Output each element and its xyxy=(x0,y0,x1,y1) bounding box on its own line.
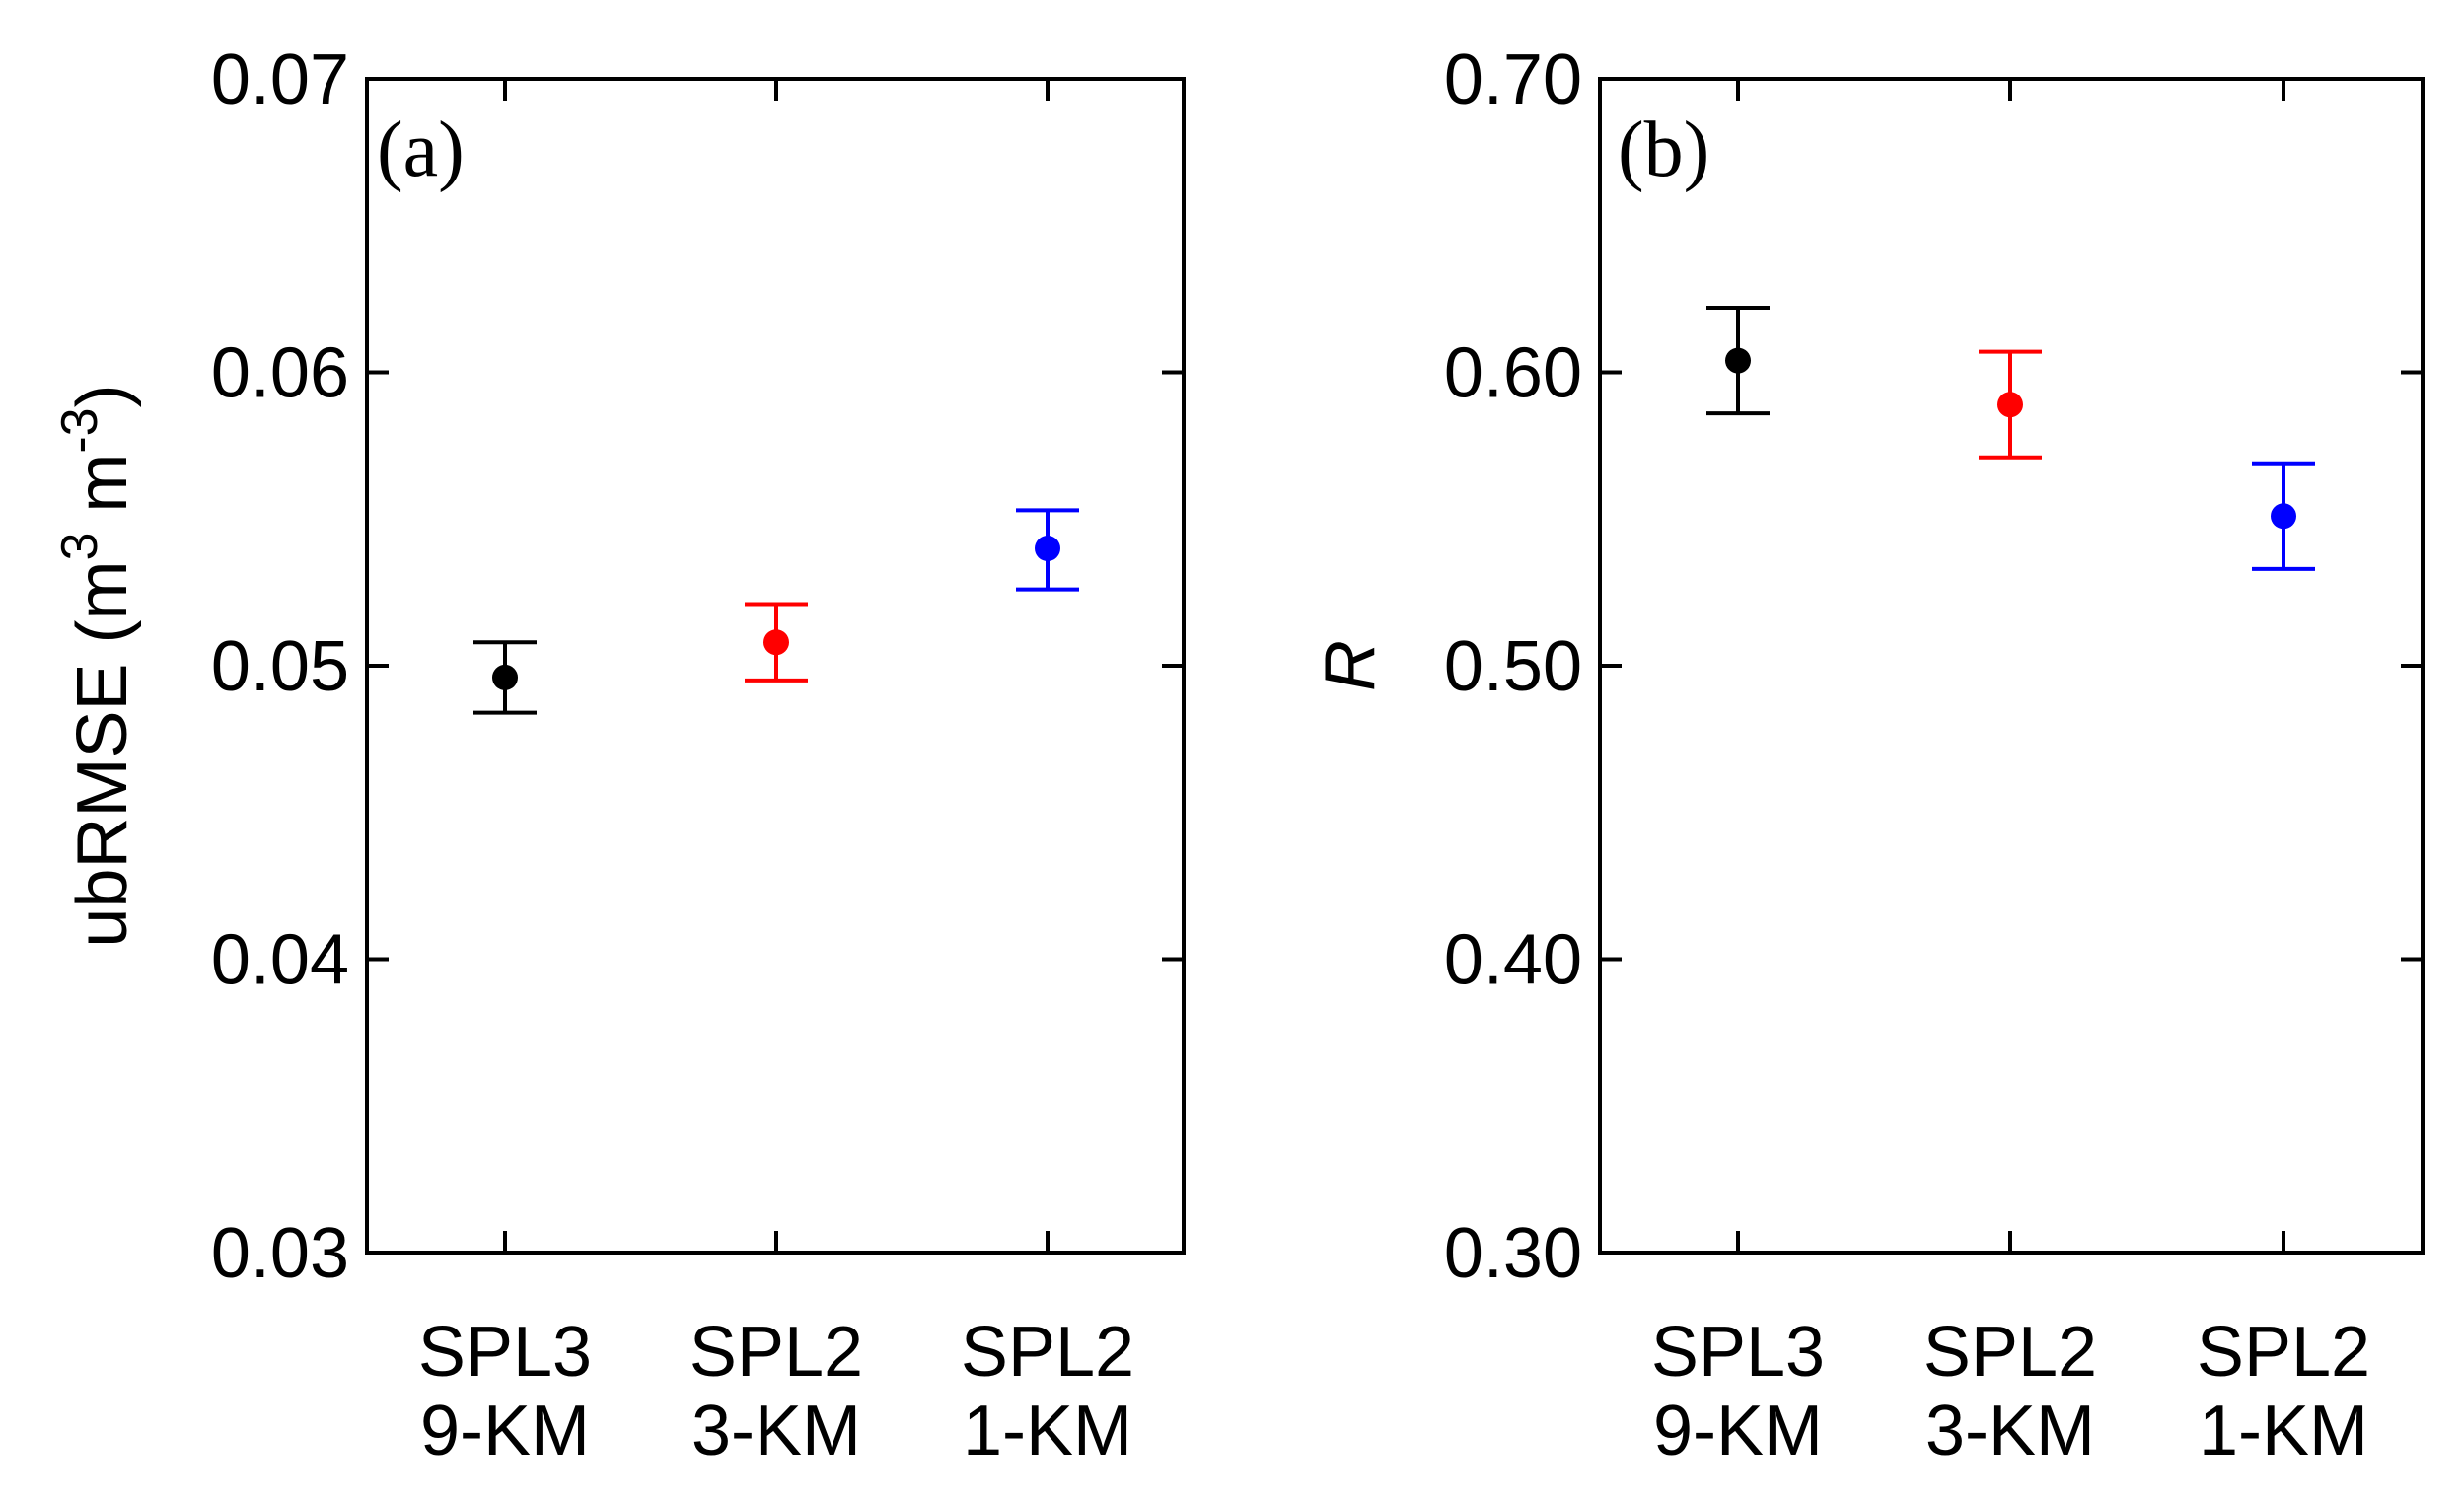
panel-b-ytick-label: 0.30 xyxy=(1444,1214,1582,1293)
panel-a-category-label-line1: SPL3 xyxy=(418,1313,592,1392)
panel-a-point-group xyxy=(473,640,537,715)
panel-b-category-label-line2: 1-KM xyxy=(2199,1392,2368,1471)
panel-b-data-point xyxy=(2271,503,2296,530)
panel-b-data-point xyxy=(1725,347,1751,374)
panel-b-data-point xyxy=(1997,392,2023,418)
panel-b-frame xyxy=(1598,77,2425,1255)
panel-b-point-group xyxy=(2252,461,2315,571)
panel-b-ytick-label: 0.60 xyxy=(1444,334,1582,413)
panel-a-ytick-label: 0.04 xyxy=(211,921,349,1000)
panel-a-points xyxy=(473,508,1079,715)
panel-a-y-axis-label: ubRMSE (m3 m-3) xyxy=(51,384,142,947)
panel-b-point-group xyxy=(1706,306,1770,416)
panel-a-tag: (a) xyxy=(377,107,465,193)
panel-a-point-group xyxy=(1016,508,1079,592)
panel-a-category-label-line2: 1-KM xyxy=(963,1392,1132,1471)
panel-b-ytick-label: 0.40 xyxy=(1444,921,1582,1000)
panel-a-data-point xyxy=(763,629,789,656)
panel-b-ytick-label: 0.70 xyxy=(1444,40,1582,119)
panel-a-chart: (a) ubRMSE (m3 m-3) 0.03 0.04 0.05 0.06 0.07… xyxy=(51,40,1186,1471)
panel-a-category-label-line2: 9-KM xyxy=(420,1392,590,1471)
panel-b-point-group xyxy=(1979,349,2042,460)
panel-b-chart: (b) R 0.300.400.500.600.70 SPL39-KMSPL23… xyxy=(1311,40,2425,1471)
panel-a-category-label-line1: SPL2 xyxy=(961,1313,1134,1392)
panel-b-category-label-line2: 3-KM xyxy=(1925,1392,2095,1471)
panel-a-category-label-line2: 3-KM xyxy=(691,1392,861,1471)
panel-b-category-label-line1: SPL2 xyxy=(2197,1313,2370,1392)
panel-b-y-ticks: 0.30 0.40 0.50 0.60 0.70 xyxy=(1444,40,2423,1293)
panel-a-data-point xyxy=(492,664,518,690)
panel-b-category-label-line1: SPL2 xyxy=(1923,1313,2097,1392)
panel-a-category-label-line1: SPL2 xyxy=(689,1313,863,1392)
panel-b-category-label-line2: 9-KM xyxy=(1653,1392,1823,1471)
panel-a-data-point xyxy=(1035,536,1060,561)
panel-a-y-ticks: 0.03 0.04 0.05 0.06 0.07 xyxy=(211,40,1184,1293)
panel-b-points xyxy=(1706,306,2315,571)
panel-b-category-label-line1: SPL3 xyxy=(1651,1313,1825,1392)
panel-a-ytick-label: 0.05 xyxy=(211,627,349,706)
panel-b-tag: (b) xyxy=(1618,107,1709,193)
panel-b-ytick-label: 0.50 xyxy=(1444,627,1582,706)
panel-a-point-group xyxy=(745,602,808,683)
panel-b-y-axis-label: R xyxy=(1311,640,1390,691)
panel-a-ytick-label: 0.07 xyxy=(211,40,349,119)
panel-a-ytick-label: 0.03 xyxy=(211,1214,349,1293)
panel-a-ytick-label: 0.06 xyxy=(211,334,349,413)
